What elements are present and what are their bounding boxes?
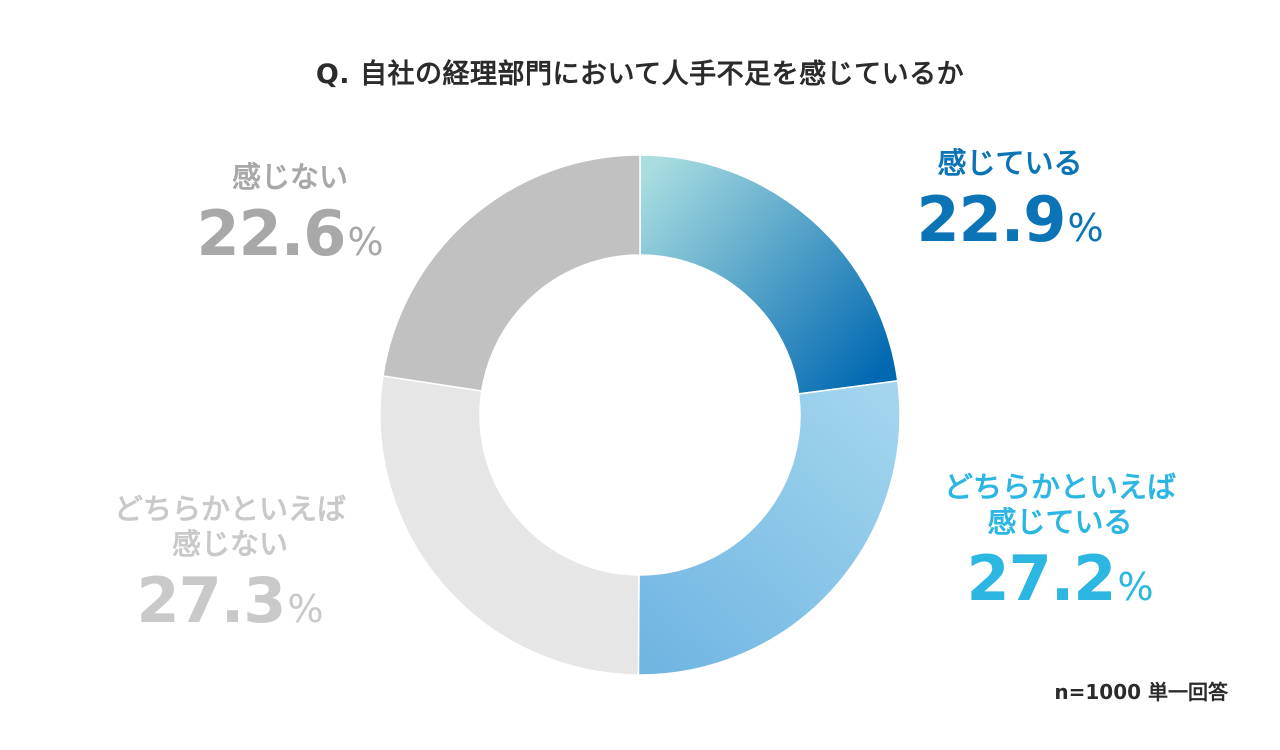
category-label-line2: 感じない bbox=[171, 526, 288, 561]
percent-unit: % bbox=[347, 219, 384, 264]
label-dochiraka-kanjiteiru: どちらかといえば 感じている 27.2% bbox=[900, 470, 1220, 616]
value-number: 27.3 bbox=[136, 563, 286, 637]
category-label-line2: 感じている bbox=[987, 504, 1133, 539]
category-label-line1: どちらかといえば bbox=[943, 470, 1176, 504]
percent-value: 22.9% bbox=[880, 183, 1140, 257]
category-label-line1: どちらかといえば bbox=[113, 492, 346, 526]
percent-unit: % bbox=[1067, 205, 1104, 250]
percent-value: 22.6% bbox=[160, 197, 420, 271]
value-number: 22.6 bbox=[196, 196, 346, 270]
percent-unit: % bbox=[287, 586, 324, 631]
value-number: 27.2 bbox=[966, 541, 1116, 615]
value-number: 22.9 bbox=[916, 182, 1066, 256]
sample-size-note: n=1000 単一回答 bbox=[1054, 680, 1228, 704]
percent-unit: % bbox=[1117, 564, 1154, 609]
percent-value: 27.2% bbox=[900, 542, 1220, 616]
slice-kanjinai bbox=[382, 154, 641, 392]
slice-dochiraka-kanjiteiru bbox=[637, 379, 901, 676]
category-label: 感じている bbox=[937, 146, 1083, 180]
slice-kanjiteiru bbox=[639, 154, 899, 395]
label-kanjinai: 感じない 22.6% bbox=[160, 160, 420, 271]
chart-title: Q. 自社の経理部門において人手不足を感じているか bbox=[315, 59, 965, 90]
percent-value: 27.3% bbox=[70, 564, 390, 638]
label-dochiraka-kanjinai: どちらかといえば 感じない 27.3% bbox=[70, 492, 390, 638]
slice-dochiraka-kanjinai bbox=[379, 375, 640, 676]
label-kanjiteiru: 感じている 22.9% bbox=[880, 146, 1140, 257]
category-label: 感じない bbox=[231, 160, 348, 194]
